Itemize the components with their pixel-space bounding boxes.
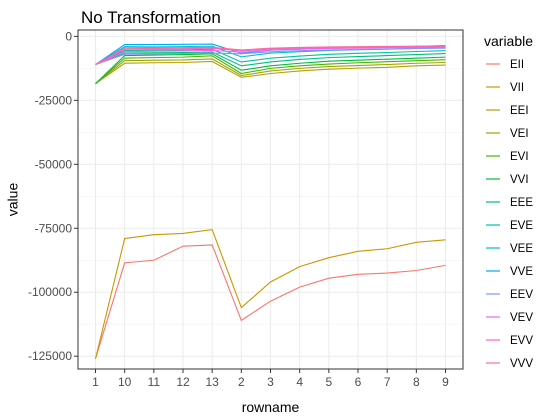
series-line-vvi	[95, 53, 446, 85]
plot-panel	[78, 30, 463, 369]
legend: variable EIIVIIEEIVEIEVIVVIEEEEVEVEEVVEE…	[484, 33, 533, 370]
x-axis: 1 10 11 12 13 2 3 4 5 6 7 8 9	[92, 369, 449, 389]
legend-label: VVV	[510, 358, 533, 370]
legend-label: VEI	[510, 128, 529, 140]
y-tick-label: -25000	[35, 93, 73, 107]
legend-item-evi: EVI	[486, 151, 529, 163]
series-line-evi	[95, 55, 446, 85]
legend-title: variable	[484, 33, 533, 49]
legend-item-vii: VII	[486, 82, 524, 94]
y-tick-label: -100000	[28, 285, 72, 299]
legend-label: EEI	[510, 105, 529, 117]
legend-item-evv: EVV	[486, 335, 533, 347]
legend-item-eii: EII	[486, 59, 524, 71]
series-line-eii	[94, 244, 446, 359]
series-line-eve	[95, 48, 446, 66]
series-line-vvv	[95, 45, 446, 66]
y-tick-label: -50000	[35, 157, 73, 171]
chart-title: No Transformation	[81, 8, 221, 27]
series-layer	[94, 43, 446, 359]
legend-label: EEV	[510, 289, 533, 301]
legend-item-vei: VEI	[486, 128, 529, 140]
legend-item-vvv: VVV	[486, 358, 533, 370]
y-tick-label: -75000	[35, 221, 73, 235]
x-tick-label: 8	[413, 375, 420, 389]
x-tick-label: 9	[442, 375, 449, 389]
y-tick-label: 0	[65, 29, 72, 43]
panel-border	[77, 29, 464, 370]
y-axis-title: value	[5, 183, 21, 217]
legend-item-vvi: VVI	[486, 174, 529, 186]
legend-label: EVE	[510, 220, 533, 232]
legend-item-eei: EEI	[486, 105, 529, 117]
x-tick-label: 3	[267, 375, 274, 389]
legend-label: VEV	[510, 312, 533, 324]
x-tick-label: 6	[355, 375, 362, 389]
legend-label: VVE	[510, 266, 533, 278]
x-tick-label: 11	[148, 375, 161, 389]
legend-item-eve: EVE	[486, 220, 533, 232]
legend-item-vve: VVE	[486, 266, 533, 278]
legend-item-vev: VEV	[486, 312, 533, 324]
series-line-eee	[95, 51, 446, 67]
x-tick-label: 1	[92, 375, 99, 389]
x-tick-label: 7	[384, 375, 391, 389]
series-line-vii	[94, 228, 446, 359]
x-tick-label: 4	[296, 375, 303, 389]
legend-label: VEE	[510, 243, 533, 255]
x-tick-label: 13	[205, 375, 219, 389]
legend-label: EII	[510, 59, 524, 71]
series-line-eev	[95, 47, 446, 66]
x-tick-label: 2	[238, 375, 245, 389]
legend-item-eev: EEV	[486, 289, 533, 301]
x-tick-label: 10	[118, 375, 132, 389]
series-line-vei	[95, 58, 446, 85]
legend-label: VII	[510, 82, 524, 94]
legend-label: EVI	[510, 151, 529, 163]
x-tick-label: 12	[176, 375, 190, 389]
y-axis: 0 -25000 -50000 -75000 -100000 -125000	[28, 29, 78, 363]
legend-items: EII VII EEI VEI EVI VVI EEE EVE VEE VVE EEV VEV EVV V…	[486, 59, 533, 370]
legend-label: VVI	[510, 174, 529, 186]
legend-item-eee: EEE	[486, 197, 533, 209]
series-line-eei	[95, 60, 446, 85]
series-line-evv	[95, 46, 446, 66]
x-axis-title: rowname	[242, 399, 300, 415]
y-tick-label: -125000	[28, 349, 72, 363]
x-tick-label: 5	[325, 375, 332, 389]
legend-label: EVV	[510, 335, 533, 347]
legend-item-vee: VEE	[486, 243, 533, 255]
legend-label: EEE	[510, 197, 533, 209]
